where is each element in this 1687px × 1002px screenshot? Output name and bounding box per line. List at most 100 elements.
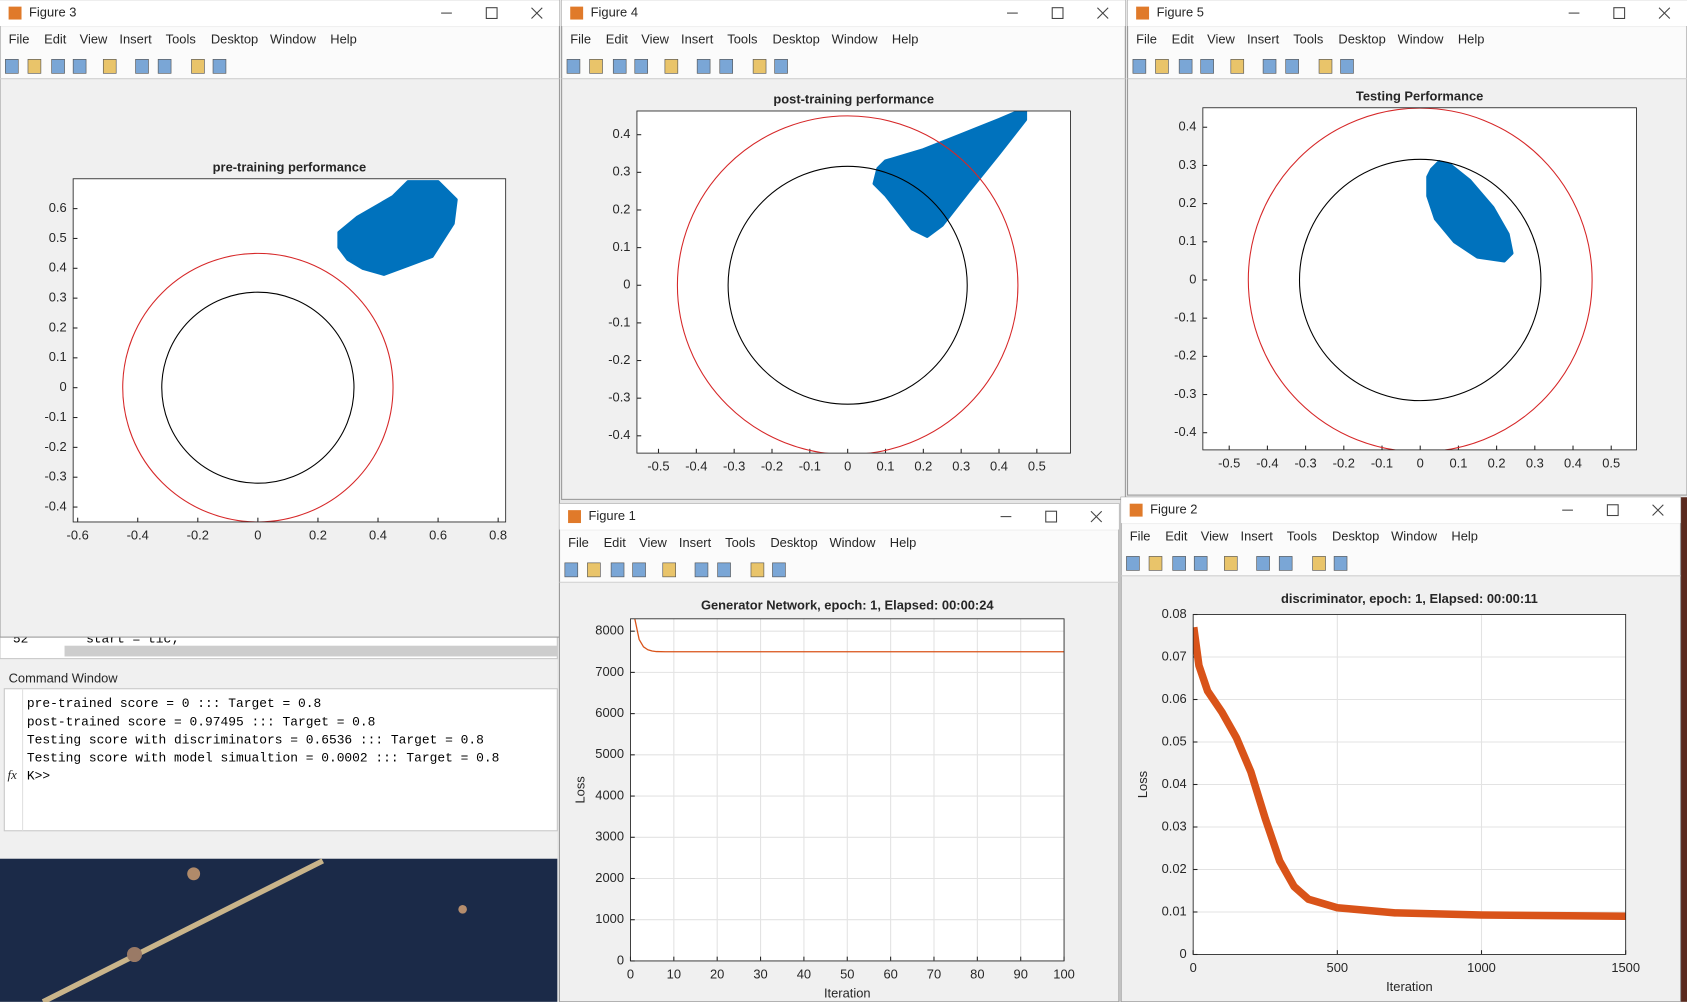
menu-item[interactable]: Desktop: [211, 31, 258, 46]
toolbar-button[interactable]: [1148, 556, 1163, 571]
toolbar-button[interactable]: [1333, 556, 1348, 571]
menu-item[interactable]: Desktop: [1332, 528, 1379, 543]
menu-item[interactable]: Help: [330, 31, 357, 46]
menu-item[interactable]: Desktop: [772, 31, 819, 46]
menu-item[interactable]: Help: [1451, 528, 1478, 543]
toolbar-button[interactable]: [1126, 556, 1140, 571]
menu-item[interactable]: Tools: [727, 31, 757, 46]
close-button[interactable]: [1658, 7, 1671, 19]
menu-item[interactable]: Edit: [44, 31, 67, 46]
maximize-button[interactable]: [1606, 504, 1619, 517]
toolbar-button[interactable]: [1224, 556, 1238, 571]
maximize-button[interactable]: [1051, 7, 1064, 19]
menu-item[interactable]: Help: [1458, 31, 1485, 46]
menu-item[interactable]: File: [9, 31, 30, 46]
toolbar-button[interactable]: [1172, 556, 1186, 571]
toolbar-button[interactable]: [610, 562, 625, 578]
menu-item[interactable]: File: [570, 31, 591, 46]
maximize-button[interactable]: [1613, 7, 1626, 19]
toolbar-button[interactable]: [750, 562, 765, 578]
menu-item[interactable]: Insert: [1241, 528, 1274, 543]
menu-item[interactable]: Insert: [119, 31, 152, 46]
toolbar-button[interactable]: [212, 59, 227, 74]
menu-item[interactable]: Help: [892, 31, 919, 46]
toolbar-button[interactable]: [1318, 59, 1333, 74]
menu-item[interactable]: Edit: [1165, 528, 1188, 543]
menu-item[interactable]: Insert: [679, 535, 712, 550]
menu-item[interactable]: Desktop: [1338, 31, 1385, 46]
toolbar-button[interactable]: [191, 59, 205, 74]
toolbar-button[interactable]: [564, 562, 579, 578]
menu-item[interactable]: Tools: [725, 535, 755, 550]
toolbar-button[interactable]: [1256, 556, 1270, 571]
scrollbar[interactable]: [64, 645, 558, 657]
toolbar-button[interactable]: [1262, 59, 1277, 74]
menu-item[interactable]: Tools: [166, 31, 196, 46]
close-button[interactable]: [1652, 504, 1664, 516]
toolbar-button[interactable]: [1312, 556, 1326, 571]
menu-item[interactable]: Edit: [604, 535, 627, 550]
toolbar-button[interactable]: [1230, 59, 1245, 74]
toolbar-button[interactable]: [662, 562, 676, 578]
toolbar-button[interactable]: [72, 59, 87, 74]
toolbar-button[interactable]: [1278, 556, 1293, 571]
menu-item[interactable]: File: [1136, 31, 1157, 46]
toolbar-button[interactable]: [566, 59, 581, 74]
close-button[interactable]: [1097, 7, 1109, 19]
toolbar-button[interactable]: [1178, 59, 1193, 74]
toolbar-button[interactable]: [664, 59, 679, 74]
toolbar-button[interactable]: [612, 59, 627, 74]
toolbar-button[interactable]: [27, 59, 42, 74]
menu-item[interactable]: Insert: [1247, 31, 1280, 46]
menu-item[interactable]: Insert: [681, 31, 714, 46]
toolbar-button[interactable]: [589, 59, 603, 74]
menu-item[interactable]: Window: [270, 31, 317, 46]
menu-item[interactable]: View: [1201, 528, 1229, 543]
menu-item[interactable]: Desktop: [770, 535, 817, 550]
toolbar-button[interactable]: [51, 59, 65, 74]
menu-item[interactable]: View: [1207, 31, 1235, 46]
toolbar-button[interactable]: [634, 59, 649, 74]
toolbar-button[interactable]: [1340, 59, 1354, 74]
menu-item[interactable]: Window: [830, 535, 877, 550]
toolbar-button[interactable]: [774, 59, 788, 74]
maximize-button[interactable]: [485, 7, 498, 19]
menu-item[interactable]: Window: [1391, 528, 1438, 543]
menu-item[interactable]: Tools: [1287, 528, 1317, 543]
close-button[interactable]: [1090, 510, 1103, 523]
toolbar-button[interactable]: [1285, 59, 1299, 74]
toolbar-button[interactable]: [1200, 59, 1214, 74]
toolbar-button[interactable]: [719, 59, 734, 74]
menu-item[interactable]: File: [568, 535, 589, 550]
toolbar-button[interactable]: [587, 562, 601, 578]
toolbar-button[interactable]: [1193, 556, 1208, 571]
menu-item[interactable]: Help: [890, 535, 917, 550]
menu-item[interactable]: View: [641, 31, 669, 46]
toolbar-button[interactable]: [102, 59, 117, 74]
toolbar-button[interactable]: [135, 59, 149, 74]
figure-window[interactable]: Figure 2 File Edit View Insert Tools Desktop Wi…: [1120, 496, 1682, 1002]
toolbar-button[interactable]: [5, 59, 19, 74]
toolbar-button[interactable]: [157, 59, 172, 74]
toolbar-button[interactable]: [1132, 59, 1147, 74]
toolbar-button[interactable]: [696, 59, 711, 74]
toolbar-button[interactable]: [632, 562, 646, 578]
toolbar-button[interactable]: [772, 562, 786, 578]
toolbar-button[interactable]: [752, 59, 767, 74]
menu-item[interactable]: File: [1130, 528, 1151, 543]
figure-window[interactable]: Figure 3 File Edit View Insert Tools Desktop Wi…: [0, 0, 561, 638]
toolbar-button[interactable]: [1155, 59, 1169, 74]
menu-item[interactable]: Tools: [1293, 31, 1323, 46]
menu-item[interactable]: View: [639, 535, 667, 550]
menu-item[interactable]: Window: [1398, 31, 1445, 46]
menu-item[interactable]: Edit: [1172, 31, 1195, 46]
menu-item[interactable]: View: [80, 31, 108, 46]
close-button[interactable]: [531, 7, 543, 19]
menu-item[interactable]: Edit: [606, 31, 629, 46]
fx-icon[interactable]: fx: [8, 767, 18, 782]
command-window[interactable]: [3, 688, 558, 832]
toolbar-button[interactable]: [694, 562, 709, 578]
